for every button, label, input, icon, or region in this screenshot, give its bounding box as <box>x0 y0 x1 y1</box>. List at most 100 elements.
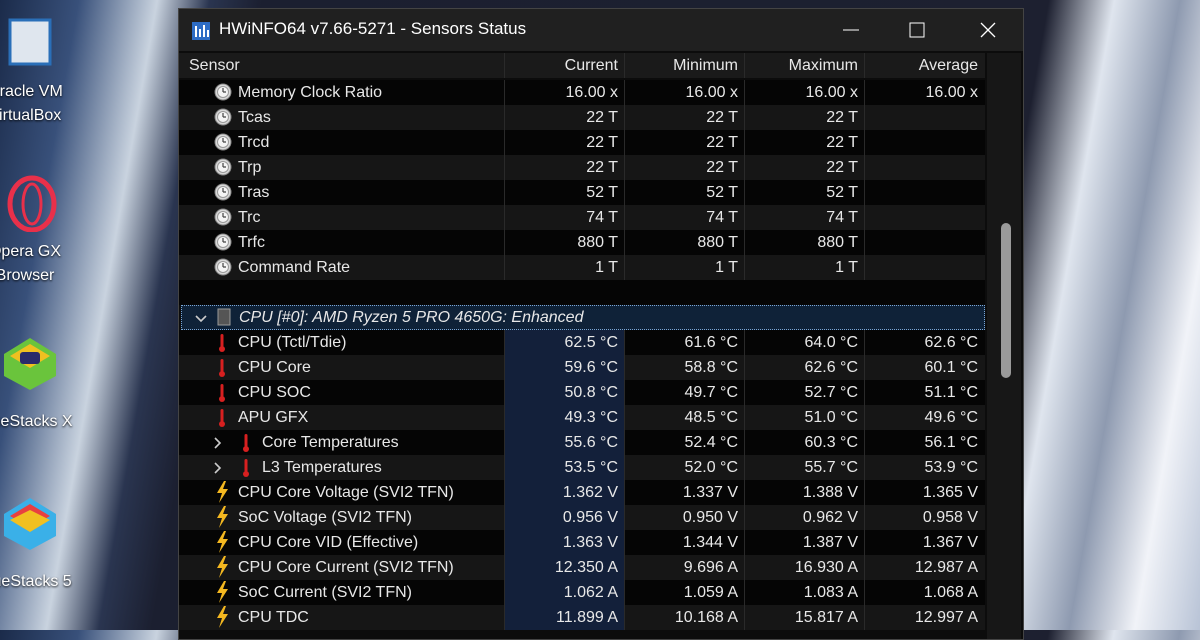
sensor-row[interactable]: Trfc 880 T 880 T 880 T <box>179 230 985 255</box>
sensor-row[interactable]: CPU TDC 11.899 A 10.168 A 15.817 A 12.997 A <box>179 605 985 630</box>
close-button[interactable] <box>980 22 996 38</box>
value-cell: 0.950 V <box>624 505 744 530</box>
sensor-name: Trc <box>238 209 261 226</box>
value-cell: 61.6 °C <box>624 330 744 355</box>
column-header[interactable]: Average <box>864 53 984 78</box>
sensor-icon <box>214 208 232 231</box>
group-row[interactable]: CPU [#0]: AMD Ryzen 5 PRO 4650G: Enhance… <box>181 305 985 330</box>
value-cell: 12.987 A <box>864 555 984 580</box>
value-cell <box>864 205 984 230</box>
desktop-icon[interactable]: Opera GX Browser <box>0 160 90 310</box>
value-cell: 1 T <box>624 255 744 280</box>
sensor-row[interactable]: Trcd 22 T 22 T 22 T <box>179 130 985 155</box>
sensor-name: Trfc <box>238 234 265 251</box>
sensor-row[interactable]: Tras 52 T 52 T 52 T <box>179 180 985 205</box>
sensor-name: CPU TDC <box>238 609 309 626</box>
sensor-icon <box>216 408 228 433</box>
group-title: CPU [#0]: AMD Ryzen 5 PRO 4650G: Enhance… <box>239 309 584 326</box>
value-cell: 1.337 V <box>624 480 744 505</box>
sensor-name: SoC Voltage (SVI2 TFN) <box>238 509 412 526</box>
value-cell: 74 T <box>504 205 624 230</box>
value-cell: 1 T <box>504 255 624 280</box>
sensor-row[interactable]: SoC Current (SVI2 TFN) 1.062 A 1.059 A 1.08… <box>179 580 985 605</box>
value-cell: 16.00 x <box>504 80 624 105</box>
sensor-row[interactable]: CPU (Tctl/Tdie) 62.5 °C 61.6 °C 64.0 °C 62.6… <box>179 330 985 355</box>
icon-image <box>0 12 60 77</box>
sensor-row[interactable]: APU GFX 49.3 °C 48.5 °C 51.0 °C 49.6 °C <box>179 405 985 430</box>
maximize-button[interactable] <box>909 22 925 38</box>
sensor-icon <box>216 358 228 383</box>
value-cell: 22 T <box>744 105 864 130</box>
sensor-name: Tras <box>238 184 270 201</box>
value-cell: 11.899 A <box>504 605 624 630</box>
window-title: HWiNFO64 v7.66-5271 - Sensors Status <box>219 19 527 38</box>
sensor-icon <box>240 433 252 458</box>
value-cell: 62.6 °C <box>744 355 864 380</box>
icon-label-line: BlueStacks 5 <box>0 573 72 590</box>
sensor-table: Sensor Current Minimum Maximum Average Memory… <box>179 51 1023 639</box>
value-cell: 10.168 A <box>624 605 744 630</box>
value-cell: 60.1 °C <box>864 355 984 380</box>
value-cell: 1.059 A <box>624 580 744 605</box>
sensor-name: Memory Clock Ratio <box>238 84 383 101</box>
value-cell: 1.083 A <box>744 580 864 605</box>
value-cell: 880 T <box>504 230 624 255</box>
sensor-row[interactable]: Trc 74 T 74 T 74 T <box>179 205 985 230</box>
value-cell: 53.9 °C <box>864 455 984 480</box>
value-cell: 64.0 °C <box>744 330 864 355</box>
value-cell: 53.5 °C <box>504 455 624 480</box>
value-cell: 1 T <box>744 255 864 280</box>
value-cell: 1.365 V <box>864 480 984 505</box>
sensor-name: Trcd <box>238 134 270 151</box>
column-header[interactable]: Sensor <box>189 57 240 74</box>
value-cell: 52.0 °C <box>624 455 744 480</box>
value-cell: 55.7 °C <box>744 455 864 480</box>
sensor-name: L3 Temperatures <box>262 459 382 476</box>
value-cell: 1.062 A <box>504 580 624 605</box>
sensor-row[interactable]: SoC Voltage (SVI2 TFN) 0.956 V 0.950 V 0.96… <box>179 505 985 530</box>
sensor-icon <box>216 383 228 408</box>
column-header[interactable]: Minimum <box>624 53 744 78</box>
sensor-icon <box>214 233 232 256</box>
window-controls <box>843 22 996 38</box>
sensor-icon <box>215 556 229 583</box>
sensor-row[interactable]: CPU SOC 50.8 °C 49.7 °C 52.7 °C 51.1 °C <box>179 380 985 405</box>
value-cell <box>864 230 984 255</box>
value-cell: 49.6 °C <box>864 405 984 430</box>
sensor-row[interactable]: CPU Core 59.6 °C 58.8 °C 62.6 °C 60.1 °C <box>179 355 985 380</box>
desktop-icon[interactable]: Oracle VM VirtualBox <box>0 0 90 150</box>
desktop-icon[interactable]: BlueStacks X <box>0 320 90 470</box>
sensor-row[interactable]: Tcas 22 T 22 T 22 T <box>179 105 985 130</box>
icon-label: Oracle VM VirtualBox <box>0 80 90 128</box>
sensor-row[interactable]: Core Temperatures 55.6 °C 52.4 °C 60.3 °C 56… <box>179 430 985 455</box>
value-cell: 62.6 °C <box>864 330 984 355</box>
value-cell: 56.1 °C <box>864 430 984 455</box>
sensor-icon <box>216 333 228 358</box>
sensor-icon <box>240 458 252 483</box>
value-cell: 55.6 °C <box>504 430 624 455</box>
icon-label-line: VirtualBox <box>0 107 62 124</box>
column-header[interactable]: Maximum <box>744 53 864 78</box>
value-cell: 22 T <box>504 105 624 130</box>
value-cell: 60.3 °C <box>744 430 864 455</box>
title-bar: HWiNFO64 v7.66-5271 - Sensors Status <box>179 9 1023 51</box>
sensor-row[interactable]: CPU Core Voltage (SVI2 TFN) 1.362 V 1.337 … <box>179 480 985 505</box>
scrollbar[interactable] <box>987 53 1021 639</box>
value-cell: 52.7 °C <box>744 380 864 405</box>
desktop-icon[interactable]: BlueStacks 5 <box>0 480 90 630</box>
sensor-name: CPU Core <box>238 359 311 376</box>
value-cell: 1.388 V <box>744 480 864 505</box>
value-cell: 22 T <box>504 130 624 155</box>
sensor-row[interactable]: L3 Temperatures 53.5 °C 52.0 °C 55.7 °C 53.9… <box>179 455 985 480</box>
blank-row <box>179 280 985 305</box>
sensor-row[interactable]: CPU Core VID (Effective) 1.363 V 1.344 V 1.… <box>179 530 985 555</box>
value-cell: 52 T <box>504 180 624 205</box>
sensor-row[interactable]: CPU Core Current (SVI2 TFN) 12.350 A 9.696… <box>179 555 985 580</box>
scroll-thumb[interactable] <box>1001 223 1011 378</box>
value-cell: 880 T <box>744 230 864 255</box>
column-header[interactable]: Current <box>504 53 624 78</box>
sensor-row[interactable]: Trp 22 T 22 T 22 T <box>179 155 985 180</box>
